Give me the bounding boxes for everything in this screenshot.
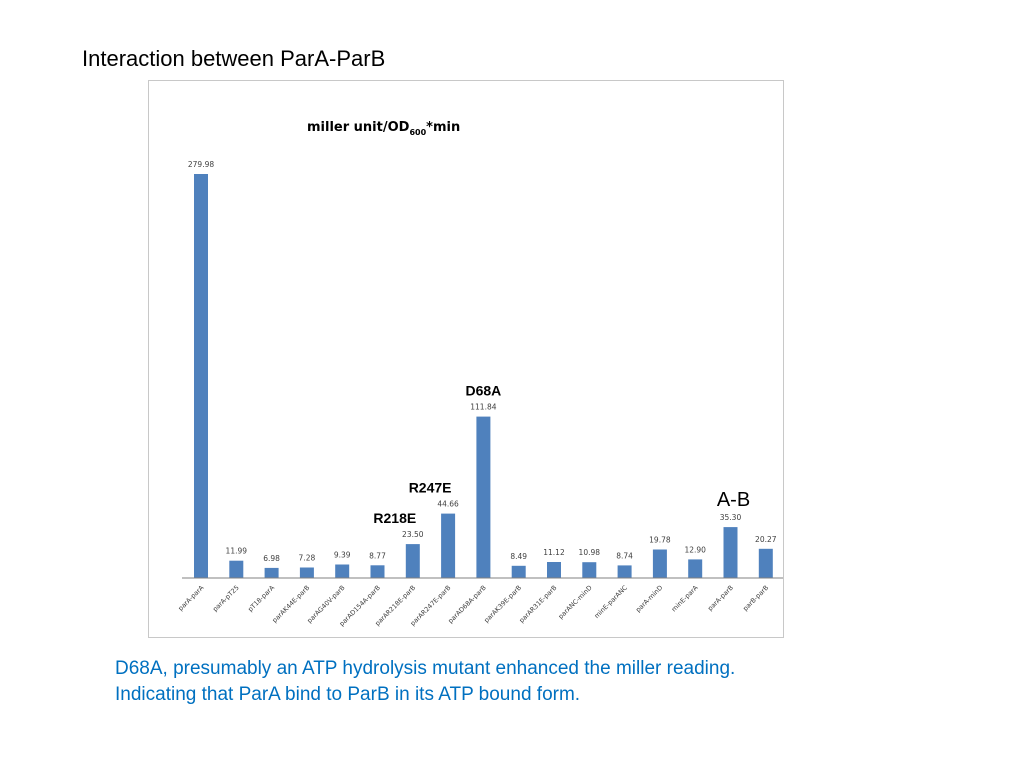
bar-parar218e-parb (405, 544, 420, 578)
annotation-r218e: R218E (373, 510, 416, 526)
data-label-parak39e-parb: 8.49 (510, 552, 527, 561)
data-label-parar31e-parb: 11.12 (543, 548, 565, 557)
value-labels-group: 279.98 11.99 6.98 7.28 9.39 8.77 23.50 44.66 111… (188, 160, 777, 563)
data-label-parag40v-parb: 9.39 (334, 551, 351, 560)
data-label-mine-paranc: 8.74 (616, 551, 633, 560)
data-label-para-para: 279.98 (188, 160, 214, 169)
data-label-para-mind: 19.78 (649, 536, 671, 545)
data-label-parb-parb: 20.27 (755, 535, 777, 544)
data-label-parad154a-parb: 8.77 (369, 551, 386, 560)
data-label-parar218e-parb: 23.50 (402, 530, 424, 539)
tick-label-parar31e-parb: parAR31E-parB (518, 584, 559, 625)
bar-parar31e-parb (547, 562, 561, 578)
bars-group (194, 174, 773, 578)
data-label-para-parb: 35.30 (720, 513, 742, 522)
bar-parag40v-parb (335, 564, 350, 578)
data-label-parar247e-parb: 44.66 (437, 500, 459, 509)
tick-label-parb-parb: parB-parB (741, 584, 770, 613)
chart-title-subscript: 600 (409, 128, 426, 137)
tick-label-paranc-mind: parANC-minD (557, 584, 594, 621)
chart-title-suffix: *min (426, 120, 460, 135)
tick-label-pt18-para: pT18-parA (246, 583, 276, 613)
tick-label-para-para: parA-parA (177, 583, 206, 612)
tick-label-para-mind: parA-minD (634, 584, 664, 614)
caption-line-2: Indicating that ParA bind to ParB in its… (115, 684, 581, 705)
data-label-parad68a-parb: 111.84 (470, 403, 496, 412)
chart-frame: miller unit/OD600*min 279.98 11.99 6.98 7.2… (148, 80, 784, 638)
tick-label-mine-para: minE-parA (670, 583, 700, 613)
bar-parb-parb (758, 548, 773, 578)
data-label-mine-para: 12.90 (684, 545, 706, 554)
tick-labels-group: parA-parA parA-pT25 pT18-parAparAK44E-parB… (177, 583, 771, 628)
bar-parak39e-parb (511, 565, 526, 578)
bar-para-para (194, 174, 208, 578)
data-label-paranc-mind: 10.98 (579, 548, 601, 557)
data-label-para-pt25: 11.99 (226, 547, 248, 556)
slide-title: Interaction between ParA-ParB (82, 46, 386, 71)
tick-label-para-parb: parA-parB (706, 584, 735, 613)
bar-para-pt25 (229, 560, 244, 578)
bar-pt18-para (264, 567, 279, 578)
bar-mine-para (688, 559, 703, 578)
bar-para-parb (723, 527, 738, 578)
tick-label-mine-paranc: minE-parANC (593, 583, 630, 620)
bar-parak44e-parb (299, 567, 314, 578)
data-label-parak44e-parb: 7.28 (299, 554, 316, 563)
bar-para-mind (652, 549, 667, 578)
caption: D68A, presumably an ATP hydrolysis mutan… (115, 656, 935, 708)
bar-parad154a-parb (370, 565, 385, 578)
bar-mine-paranc (617, 565, 632, 578)
chart-title-text: miller unit/OD (307, 120, 410, 135)
tick-label-para-pt25: parA-pT25 (211, 584, 241, 614)
annotation-d68a: D68A (466, 383, 502, 399)
caption-line-1: D68A, presumably an ATP hydrolysis mutan… (115, 658, 736, 679)
chart-title: miller unit/OD600*min (307, 120, 460, 137)
annotation-r247e: R247E (409, 480, 452, 496)
bar-parar247e-parb (441, 513, 456, 578)
annotations-group: R218E R247E D68A A-B (373, 383, 750, 526)
bar-chart: miller unit/OD600*min 279.98 11.99 6.98 7.2… (177, 120, 783, 628)
data-label-pt18-para: 6.98 (263, 554, 280, 563)
bar-paranc-mind (582, 562, 597, 578)
bar-parad68a-parb (476, 416, 491, 578)
annotation-a-b: A-B (717, 489, 750, 511)
